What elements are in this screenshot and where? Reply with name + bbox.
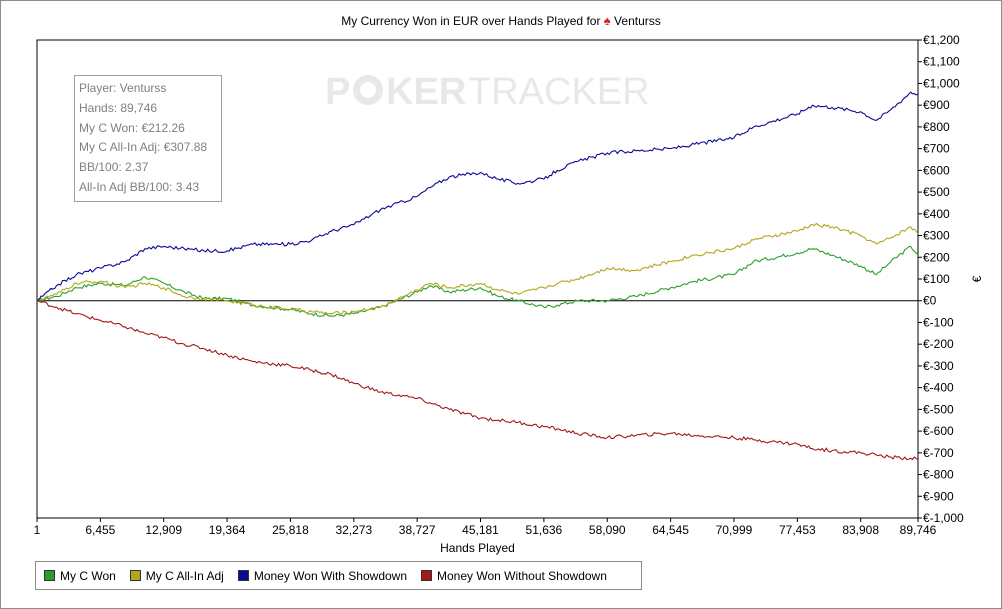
- y-tick-label: €600: [923, 163, 950, 177]
- y-tick-label: €-200: [923, 337, 954, 351]
- x-tick-label: 64,545: [652, 523, 689, 537]
- legend-item-without-showdown[interactable]: Money Won Without Showdown: [421, 569, 607, 583]
- x-tick-label: 89,746: [900, 523, 937, 537]
- x-tick-label: 19,364: [209, 523, 246, 537]
- chart-legend: My C Won My C All-In Adj Money Won With …: [35, 561, 642, 590]
- series-line-my-c-won: [36, 245, 919, 317]
- y-tick-label: €100: [923, 272, 950, 286]
- y-tick-label: €-800: [923, 468, 954, 482]
- y-tick-label: €-900: [923, 489, 954, 503]
- legend-label: Money Won Without Showdown: [437, 568, 607, 583]
- y-tick-label: €-500: [923, 402, 954, 416]
- y-tick-label: €1,100: [923, 55, 960, 69]
- y-tick-label: €-100: [923, 315, 954, 329]
- series-line-money-won-with-showdown: [36, 91, 919, 302]
- stat-hands: Hands: 89,746: [79, 100, 158, 115]
- y-axis-label: €: [970, 275, 984, 282]
- x-tick-label: 58,090: [589, 523, 626, 537]
- stat-player: Player: Venturss: [79, 81, 167, 95]
- x-tick-label: 77,453: [779, 523, 816, 537]
- chart-title-player: Venturss: [614, 14, 661, 28]
- y-tick-label: €-300: [923, 359, 954, 373]
- legend-swatch: [129, 570, 141, 581]
- x-tick-label: 6,455: [85, 523, 115, 537]
- legend-swatch: [421, 570, 433, 581]
- x-tick-label: 38,727: [399, 523, 436, 537]
- watermark-text: KER: [386, 71, 466, 113]
- y-tick-label: €1,000: [923, 76, 960, 90]
- y-tick-label: €-600: [923, 424, 954, 438]
- series-line-money-won-without-showdown: [36, 300, 919, 461]
- y-tick-label: €800: [923, 120, 950, 134]
- pokertracker-watermark: P KER TRACKER: [325, 71, 650, 113]
- chart-title: My Currency Won in EUR over Hands Played…: [0, 13, 1002, 28]
- x-axis-label: Hands Played: [440, 541, 515, 555]
- legend-label: My C Won: [60, 568, 116, 583]
- y-tick-label: €0: [923, 294, 937, 308]
- y-tick-label: €200: [923, 250, 950, 264]
- stat-allin-bb100: All-In Adj BB/100: 3.43: [79, 179, 200, 194]
- chart-title-text: My Currency Won in EUR over Hands Played…: [341, 14, 601, 28]
- y-tick-label: €-1,000: [923, 511, 964, 525]
- legend-item-all-in-adj[interactable]: My C All-In Adj: [129, 568, 224, 583]
- x-tick-label: 45,181: [462, 523, 499, 537]
- series-line-my-c-all-in-adj: [36, 222, 919, 316]
- y-tick-label: €1,200: [923, 33, 960, 47]
- stat-allin: My C All-In Adj: €307.88: [79, 140, 208, 155]
- x-tick-label: 1: [34, 523, 41, 537]
- stat-won: My C Won: €212.26: [79, 120, 185, 135]
- y-tick-label: €500: [923, 185, 950, 199]
- y-tick-label: €400: [923, 207, 950, 221]
- watermark-text: P: [325, 71, 350, 113]
- x-tick-label: 51,636: [526, 523, 563, 537]
- x-tick-label: 83,908: [842, 523, 879, 537]
- stat-bb100: BB/100: 2.37: [79, 160, 149, 175]
- legend-item-my-c-won[interactable]: My C Won: [44, 569, 116, 583]
- watermark-text: TRACKER: [468, 71, 650, 113]
- x-tick-label: 32,273: [335, 523, 372, 537]
- legend-label: My C All-In Adj: [145, 568, 224, 583]
- x-tick-label: 70,999: [716, 523, 753, 537]
- poker-chip-center: [360, 82, 376, 98]
- y-tick-label: €700: [923, 142, 950, 156]
- legend-item-with-showdown[interactable]: Money Won With Showdown: [237, 568, 408, 583]
- legend-label: Money Won With Showdown: [253, 568, 408, 583]
- stats-box: Player: Venturss Hands: 89,746 My C Won:…: [74, 75, 222, 202]
- x-tick-label: 25,818: [272, 523, 309, 537]
- x-tick-label: 12,909: [145, 523, 182, 537]
- y-tick-label: €300: [923, 229, 950, 243]
- legend-swatch: [237, 570, 249, 581]
- y-tick-label: €900: [923, 98, 950, 112]
- spade-icon: ♠: [603, 13, 611, 28]
- y-tick-label: €-400: [923, 381, 954, 395]
- y-tick-label: €-700: [923, 446, 954, 460]
- legend-swatch: [44, 570, 55, 581]
